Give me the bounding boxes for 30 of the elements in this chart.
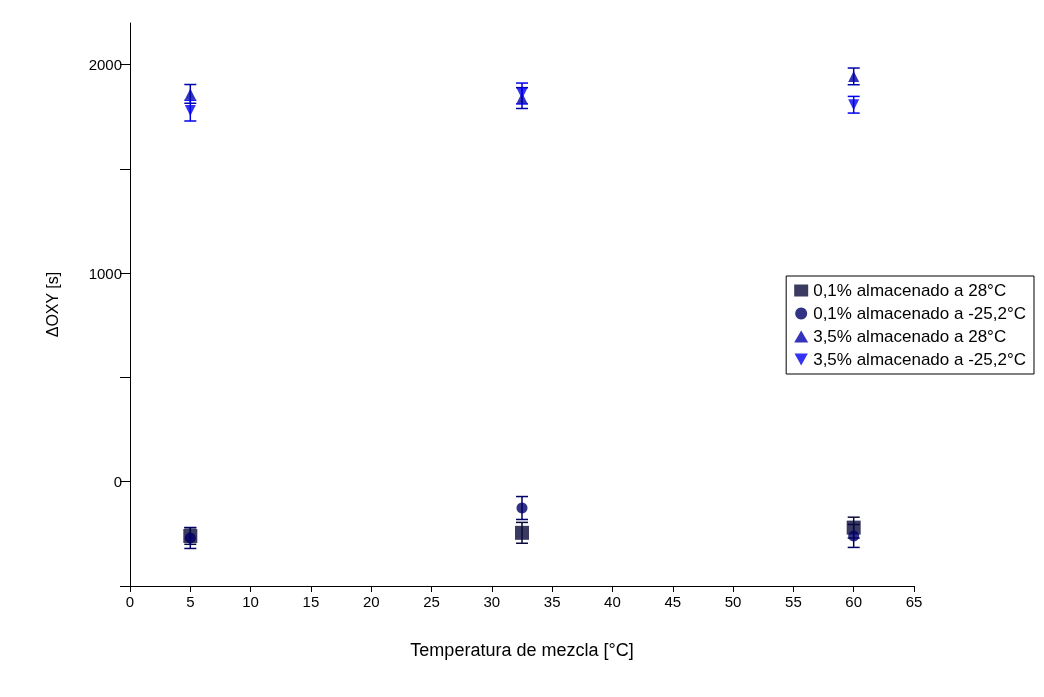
- x-tick-label: 15: [302, 593, 320, 610]
- point: [848, 530, 860, 542]
- point: [516, 87, 528, 99]
- x-tick-label: 30: [483, 593, 501, 610]
- x-tick-label: 65: [905, 593, 923, 610]
- point: [516, 502, 528, 514]
- y-axis-title: ΔOXY [s]: [43, 271, 61, 338]
- x-tick-label: 60: [845, 593, 863, 610]
- x-tick-label: 5: [186, 593, 195, 610]
- x-tick-label: 45: [664, 593, 682, 610]
- x-axis-title: Temperatura de mezcla [°C]: [410, 640, 634, 660]
- legend-label: 0,1% almacenado a -25,2°C: [813, 304, 1027, 323]
- y-tick-label: 2000: [88, 56, 122, 74]
- legend-label: 3,5% almacenado a 28°C: [813, 327, 1007, 346]
- point: [515, 525, 529, 540]
- legend-label: 0,1% almacenado a 28°C: [813, 281, 1007, 300]
- point: [184, 532, 196, 544]
- x-tick-label: 10: [242, 593, 259, 610]
- x-tick-label: 50: [724, 593, 742, 610]
- x-tick-label: 55: [785, 593, 802, 610]
- x-tick-label: 35: [543, 593, 561, 610]
- x-tick-label: 0: [125, 593, 135, 610]
- x-tick-label: 20: [362, 593, 380, 610]
- x-tick-label: 40: [604, 593, 621, 610]
- legend-label: 3,5% almacenado a -25,2°C: [813, 350, 1027, 369]
- y-tick-label: 0: [113, 473, 122, 491]
- point: [848, 99, 860, 111]
- y-tick-label: 1000: [88, 264, 122, 282]
- x-tick-label: 25: [423, 593, 440, 610]
- point: [184, 88, 196, 100]
